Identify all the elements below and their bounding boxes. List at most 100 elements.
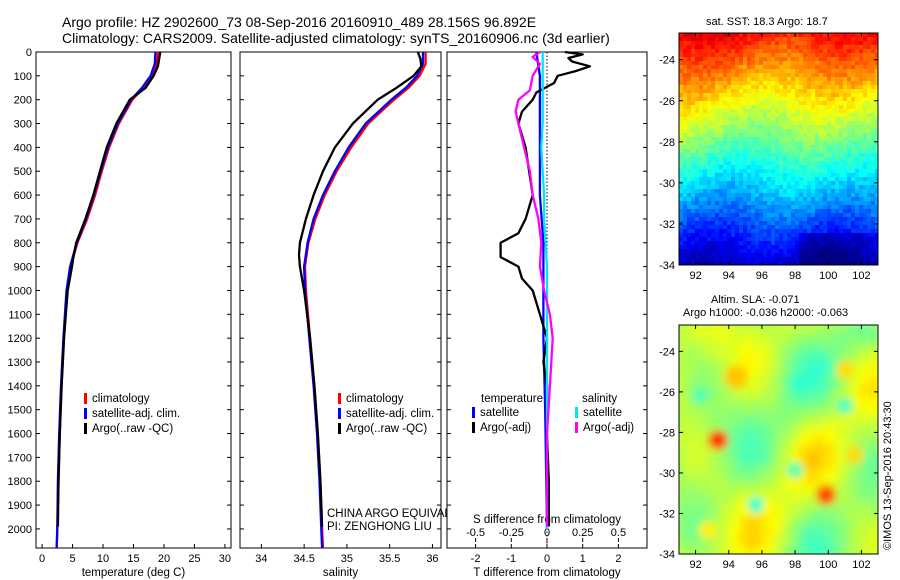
sst-map-cell <box>847 225 852 230</box>
sst-map-cell <box>755 65 760 70</box>
sst-map-cell <box>823 233 828 238</box>
sst-map-cell <box>831 209 836 214</box>
sst-map-cell <box>691 253 696 258</box>
sst-map-cell <box>823 225 828 230</box>
sst-map-cell <box>779 225 784 230</box>
sst-map-cell <box>815 145 820 150</box>
sla-map-cell <box>757 403 764 410</box>
sst-map-cell <box>735 185 740 190</box>
sst-map-cell <box>859 217 864 222</box>
sla-map-cell <box>829 427 836 434</box>
sst-map-cell <box>859 41 864 46</box>
sst-map-cell <box>743 93 748 98</box>
sst-map-cell <box>711 257 716 262</box>
sst-map-cell <box>695 33 700 38</box>
sst-map-cell <box>767 209 772 214</box>
sst-map-cell <box>819 101 824 106</box>
sst-map-cell <box>707 245 712 250</box>
sst-map-cell <box>875 177 878 182</box>
sst-map-cell <box>799 137 804 142</box>
sst-map-cell <box>707 97 712 102</box>
sst-map-cell <box>871 189 876 194</box>
sst-map-cell <box>743 161 748 166</box>
sla-map-cell <box>727 505 734 512</box>
sst-map-cell <box>803 165 808 170</box>
sla-map-cell <box>679 325 686 332</box>
sst-map-cell <box>767 105 772 110</box>
sst-map-cell <box>779 189 784 194</box>
sla-map-cell <box>835 451 842 458</box>
sst-map-cell <box>687 257 692 262</box>
salinity-xtick-label: 34.5 <box>293 553 314 565</box>
sla-map-cell <box>817 391 824 398</box>
sla-map-cell <box>745 385 752 392</box>
sla-map-cell <box>817 427 824 434</box>
sla-map-cell <box>799 331 806 338</box>
sla-map-cell <box>685 349 692 356</box>
tdiff-xtick-label: -1 <box>506 553 516 565</box>
sla-map-cell <box>679 547 686 554</box>
sst-map-cell <box>783 37 788 42</box>
sla-map-cell <box>817 409 824 416</box>
sst-map-cell <box>739 149 744 154</box>
sst-map-cell <box>851 117 856 122</box>
sst-map-cell <box>703 37 708 42</box>
sst-map-cell <box>743 173 748 178</box>
sst-map-cell <box>795 257 800 262</box>
sla-map-cell <box>715 355 722 362</box>
sst-map-cell <box>871 245 876 250</box>
sst-map-cell <box>771 225 776 230</box>
sst-map-cell <box>783 169 788 174</box>
sla-map-cell <box>787 439 794 446</box>
sst-map-cell <box>767 165 772 170</box>
sst-map-cell <box>719 89 724 94</box>
sla-map-cell <box>787 355 794 362</box>
sla-map-cell <box>757 337 764 344</box>
sst-map-cell <box>803 237 808 242</box>
sst-map-cell <box>779 69 784 74</box>
sst-map-cell <box>679 185 684 190</box>
sla-map-cell <box>781 391 788 398</box>
sst-map-cell <box>783 157 788 162</box>
sla-map-cell <box>757 355 764 362</box>
sst-map-cell <box>747 241 752 246</box>
sst-map-cell <box>691 193 696 198</box>
sst-map-cell <box>871 201 876 206</box>
sst-map-cell <box>835 249 840 254</box>
sst-map-cell <box>703 221 708 226</box>
sst-map-cell <box>807 81 812 86</box>
sst-map-cell <box>747 49 752 54</box>
sla-map-cell <box>829 391 836 398</box>
sla-map-cell <box>805 421 812 428</box>
sst-map-cell <box>807 201 812 206</box>
sdiff-xtick-label: 0 <box>544 527 550 539</box>
sla-map-cell <box>835 481 842 488</box>
sla-map-cell <box>859 511 866 518</box>
sla-map-cell <box>685 433 692 440</box>
sst-map-cell <box>715 209 720 214</box>
sst-map-cell <box>775 69 780 74</box>
sst-map-cell <box>783 101 788 106</box>
sst-map-cell <box>855 237 860 242</box>
sst-map-cell <box>691 97 696 102</box>
sst-map-cell <box>719 41 724 46</box>
sla-map-cell <box>763 415 770 422</box>
sla-map-cell <box>757 547 764 554</box>
sst-map-cell <box>719 57 724 62</box>
sst-map-cell <box>711 41 716 46</box>
sst-map-cell <box>783 225 788 230</box>
sst-map-cell <box>827 157 832 162</box>
sst-map-cell <box>723 145 728 150</box>
sst-map-cell <box>823 193 828 198</box>
sla-map-cell <box>751 343 758 350</box>
sst-map-cell <box>743 213 748 218</box>
sst-map-cell <box>811 193 816 198</box>
sst-map-cell <box>815 65 820 70</box>
sst-map-cell <box>819 57 824 62</box>
sst-map-cell <box>839 141 844 146</box>
sst-map-cell <box>695 225 700 230</box>
sst-map-cell <box>735 33 740 38</box>
sla-map-cell <box>859 427 866 434</box>
sla-map-cell <box>739 391 746 398</box>
sst-map-cell <box>759 77 764 82</box>
